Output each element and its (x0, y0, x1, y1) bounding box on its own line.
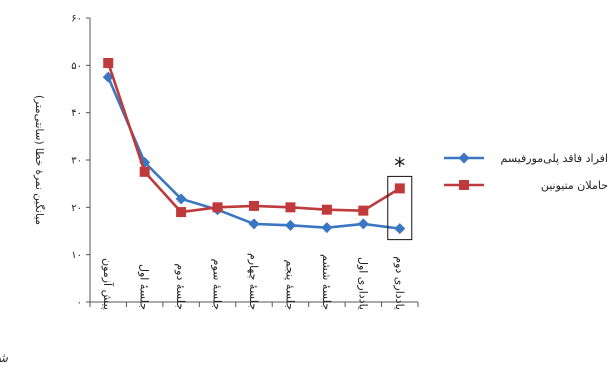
series-lines (102, 57, 406, 235)
x-tick-label: جلسهٔ پنجم (283, 260, 296, 310)
data-point (284, 219, 296, 231)
data-point (394, 183, 405, 194)
highlight-box (387, 175, 413, 241)
legend: افراد فاقد پلی‌مورفیسم حاملان متیونین (444, 152, 608, 192)
legend-marker (459, 180, 469, 190)
y-axis-label: میانگین نمرهٔ خطا (سانتی‌متر) (33, 95, 46, 225)
data-point (103, 57, 114, 68)
data-point (358, 205, 369, 216)
x-tick-label: پیش آزمون (101, 258, 115, 310)
y-tick-labels: ۰ ۱۰ ۲۰ ۳۰ ۴۰ ۵۰ ۶۰ (71, 14, 82, 309)
x-tick-label: جلسهٔ دوم (174, 263, 187, 310)
data-point (394, 223, 406, 235)
x-tick-labels: پیش آزمون جلسهٔ اول جلسهٔ دوم جلسهٔ سوم جلسه… (101, 253, 406, 310)
y-tick-label: ۰ (77, 298, 82, 309)
x-tick-label: جلسهٔ چهارم (247, 253, 260, 310)
x-tick-label: یادداری دوم (393, 256, 406, 310)
data-point (176, 207, 187, 218)
legend-label: افراد فاقد پلی‌مورفیسم (501, 152, 608, 165)
x-tick-label: جلسهٔ سوم (211, 259, 224, 310)
legend-marker (458, 152, 470, 164)
y-tick-label: ۳۰ (71, 156, 82, 167)
logo-signature: شفاء ختم (0, 351, 9, 366)
legend-label: حاملان متیونین (541, 179, 608, 192)
highlight-box-group: * (387, 154, 413, 241)
data-point (248, 218, 260, 230)
y-tick-label: ۵۰ (71, 61, 82, 72)
y-tick-label: ۲۰ (71, 203, 82, 214)
data-point (212, 202, 223, 213)
data-point (139, 166, 150, 177)
x-tick-label: یادداری اول (356, 257, 369, 310)
data-point (357, 218, 369, 230)
series-line-1 (106, 62, 401, 214)
x-tick-label: جلسهٔ ششم (320, 254, 333, 310)
axes (86, 17, 419, 307)
data-point (175, 193, 187, 205)
y-tick-label: ۱۰ (71, 250, 82, 261)
data-point (285, 202, 296, 213)
y-tick-label: ۶۰ (71, 14, 82, 25)
data-point (249, 200, 259, 211)
significance-star: * (394, 154, 405, 179)
data-point (321, 204, 332, 215)
data-point (321, 222, 333, 234)
x-tick-label: جلسهٔ اول (138, 264, 151, 310)
y-tick-label: ۴۰ (71, 108, 82, 119)
